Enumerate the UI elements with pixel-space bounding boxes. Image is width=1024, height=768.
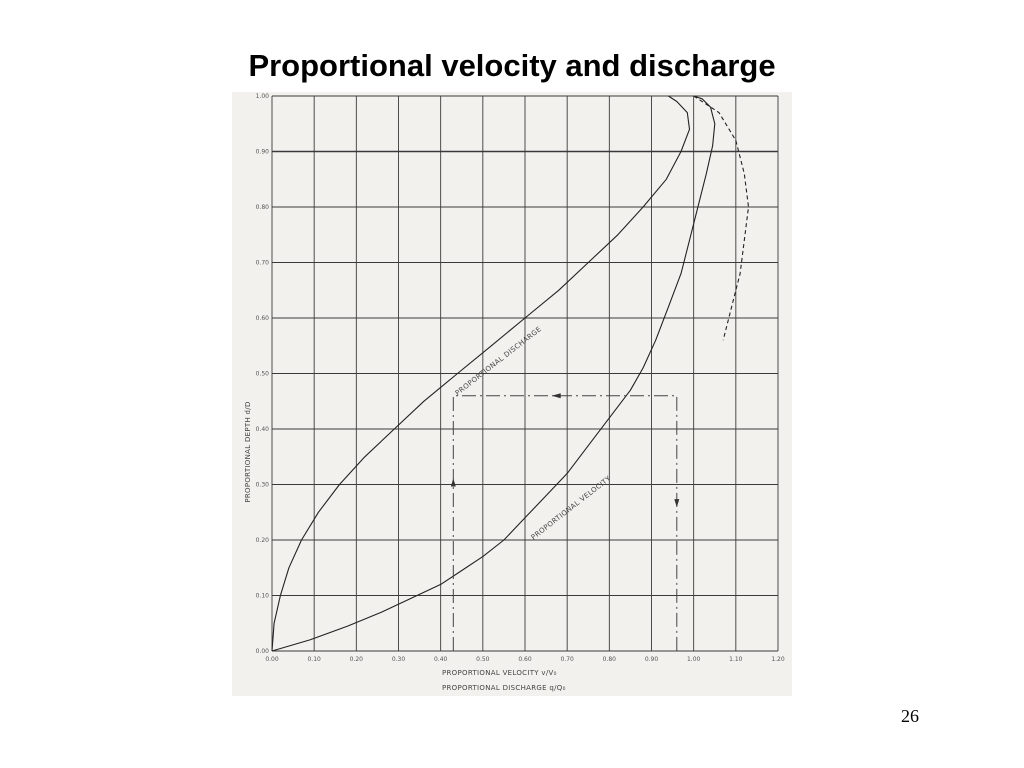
chart: 0.00 0.10 0.20 0.30 0.40 0.50 0.60 0.70 0.80 0.90…	[244, 93, 785, 692]
y-tick-label: 0.70	[256, 260, 270, 267]
chart-series	[271, 95, 750, 652]
y-tick-label: 0.80	[256, 204, 270, 211]
y-tick-label: 0.30	[256, 482, 270, 489]
x-tick-label: 0.70	[560, 656, 574, 663]
y-tick-label: 0.90	[256, 149, 270, 156]
x-tick-label: 0.40	[434, 656, 448, 663]
y-tick-label: 0.60	[256, 315, 270, 322]
y-axis-label: PROPORTIONAL DEPTH d/D	[244, 401, 252, 502]
x-tick-label: 0.00	[265, 656, 279, 663]
page-number: 26	[901, 706, 919, 726]
annotation-dashed-path	[452, 395, 678, 651]
series-line-2	[271, 95, 716, 652]
x-tick-label: 0.10	[307, 656, 321, 663]
series-line-3	[693, 95, 750, 341]
x-tick-label: 0.90	[645, 656, 659, 663]
y-tick-label: 0.20	[256, 537, 270, 544]
x-tick-label: 1.20	[771, 656, 785, 663]
x-tick-label: 0.80	[603, 656, 617, 663]
x-tick-label: 1.00	[687, 656, 701, 663]
x-axis-label-discharge: PROPORTIONAL DISCHARGE q/Q₀	[442, 684, 566, 692]
y-tick-label: 0.40	[256, 426, 270, 433]
annotation-path	[450, 393, 680, 651]
x-tick-label: 0.30	[392, 656, 406, 663]
x-tick-label: 0.20	[350, 656, 364, 663]
annotation-arrow	[674, 499, 680, 508]
annotation-arrow	[450, 478, 456, 487]
slide-title: Proportional velocity and discharge	[248, 48, 776, 83]
x-tick-label: 0.50	[476, 656, 490, 663]
x-tick-labels: 0.00 0.10 0.20 0.30 0.40 0.50 0.60 0.70 0.80 0.90…	[265, 656, 785, 663]
x-tick-label: 1.10	[729, 656, 743, 663]
y-tick-label: 0.00	[256, 648, 270, 655]
x-tick-label: 0.60	[518, 656, 532, 663]
y-tick-label: 0.10	[256, 593, 270, 600]
x-axis-label-velocity: PROPORTIONAL VELOCITY v/V₀	[442, 669, 557, 677]
y-tick-labels: 0.00 0.10 0.20 0.30 0.40 0.50 0.60 0.70 0.80 0.90…	[256, 93, 270, 655]
series-line-1	[271, 95, 691, 652]
chart-grid	[271, 95, 779, 652]
curve-label: PROPORTIONAL DISCHARGE	[454, 325, 543, 397]
annotation-arrow	[551, 393, 561, 399]
y-tick-label: 0.50	[256, 371, 270, 378]
y-tick-label: 1.00	[256, 93, 270, 100]
